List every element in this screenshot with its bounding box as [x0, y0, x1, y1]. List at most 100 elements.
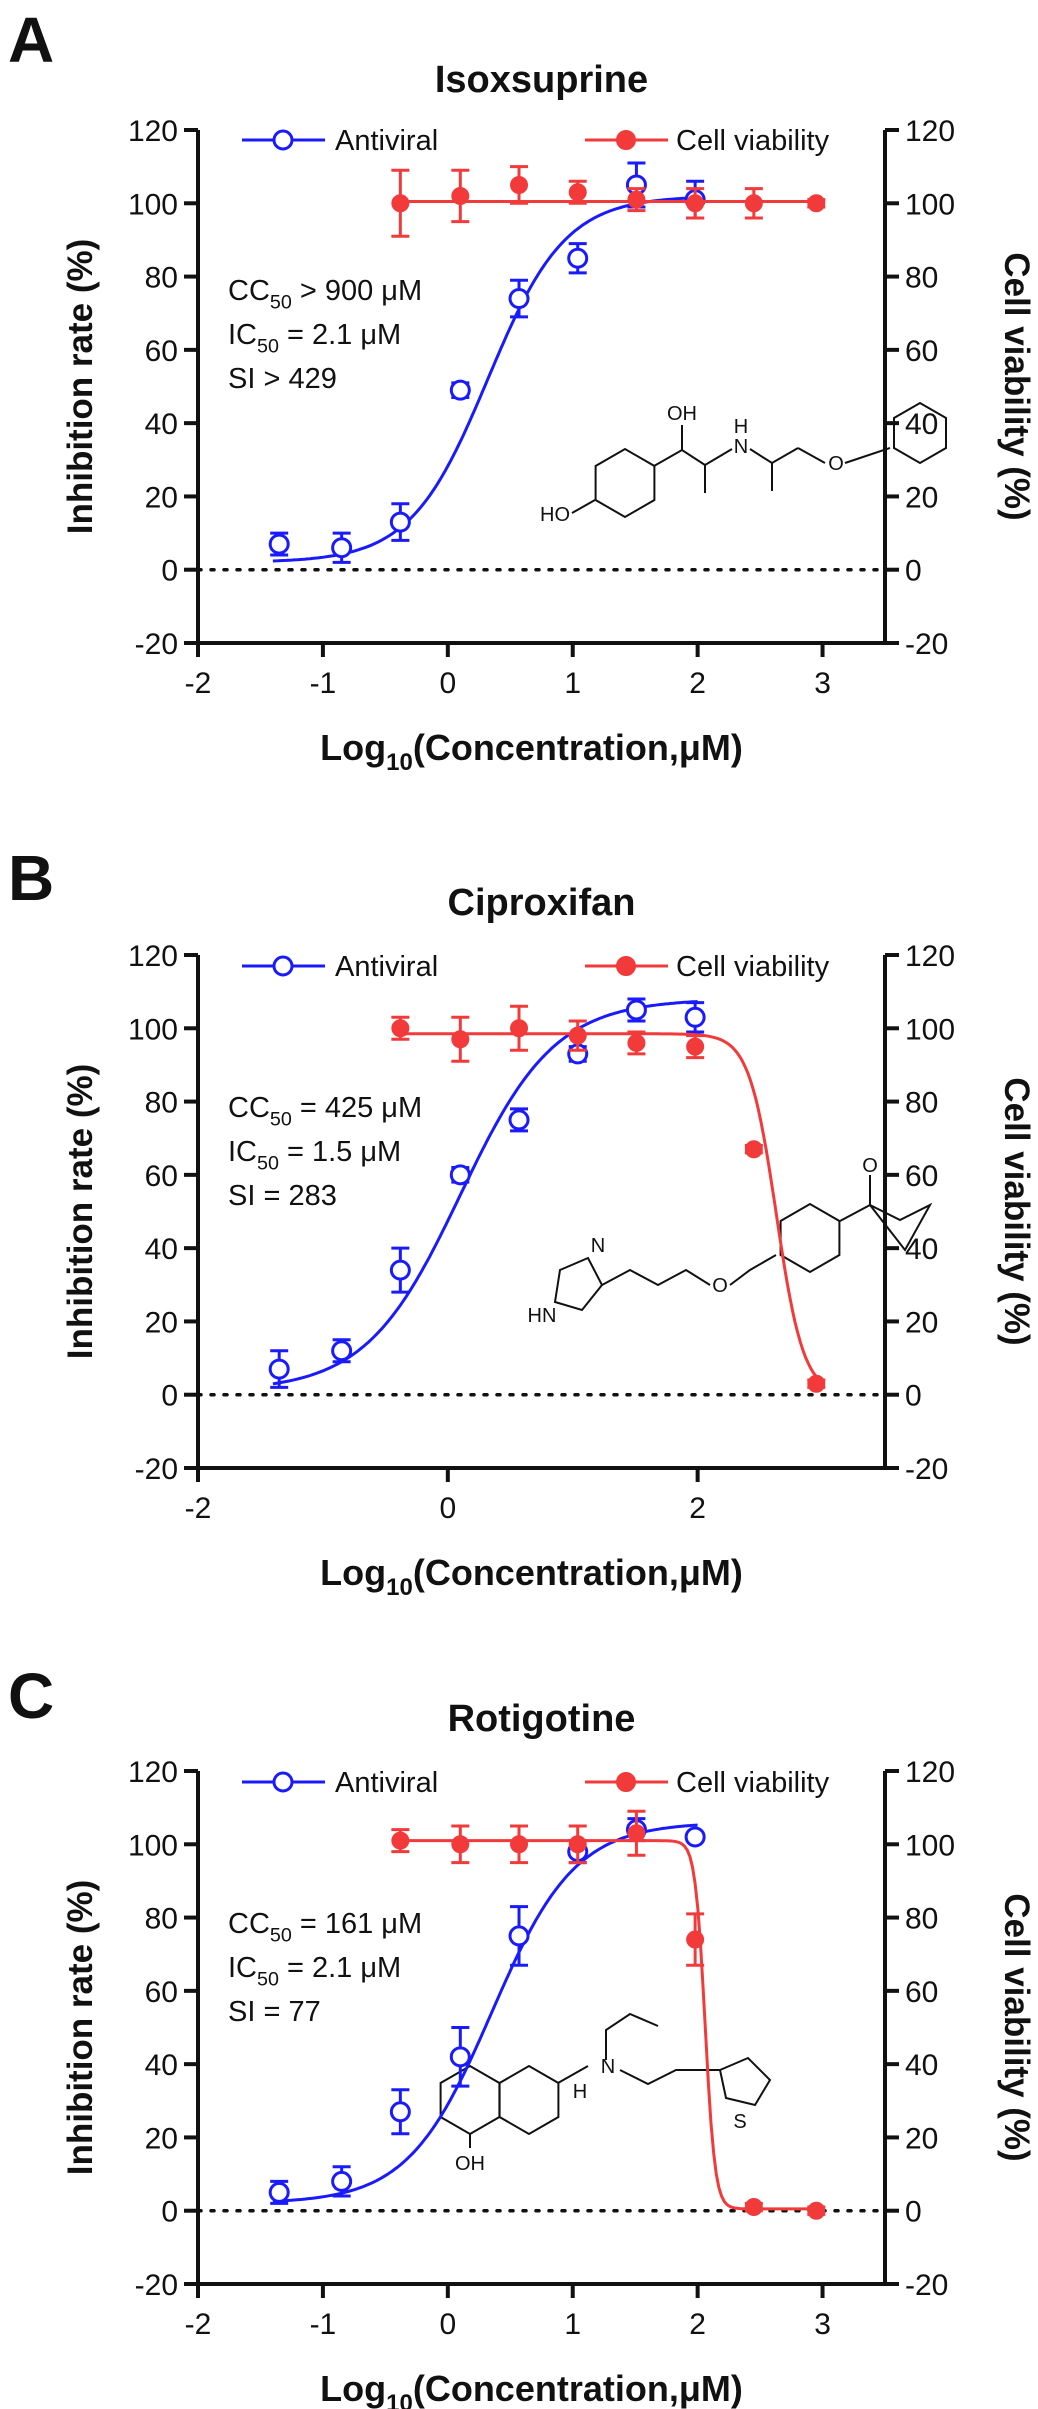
stat-line-2-value: = 1.5 μM	[279, 1136, 401, 1168]
data-point-viability	[451, 1030, 470, 1049]
y-tick-label-right: 20	[905, 2122, 938, 2155]
stat-line-2-value: = 2.1 μM	[279, 1952, 401, 1984]
y-tick-label-right: 60	[905, 335, 938, 368]
data-point-antiviral	[449, 2046, 471, 2068]
x-title-log: Log	[320, 727, 386, 768]
y-tick-label-left: -20	[135, 2269, 178, 2302]
data-point-antiviral	[268, 1358, 290, 1380]
x-title-log: Log	[320, 1552, 386, 1593]
structure-bonds	[601, 1175, 933, 1287]
data-point-antiviral	[331, 2170, 353, 2192]
y-axis-title-left: Inhibition rate (%)	[61, 1064, 100, 1360]
y-tick-label-right: -20	[905, 1453, 948, 1486]
data-point-viability	[744, 1140, 763, 1159]
y-tick-label-left: 0	[161, 2196, 178, 2229]
y-tick-label-right: 0	[905, 555, 922, 588]
structure-label-oh: OH	[667, 403, 697, 425]
y-tick-label-right: 80	[905, 1087, 938, 1120]
y-axis-title-left: Inhibition rate (%)	[61, 239, 100, 535]
stat-line-1-value: > 900 μM	[292, 275, 422, 307]
stat-line-2-main: IC	[228, 319, 257, 351]
structure-bonds	[571, 425, 891, 514]
y-tick-label-right: 100	[905, 1829, 955, 1862]
y-tick-label-right: 120	[905, 1756, 955, 1789]
saturated-ring-shape	[498, 2064, 560, 2136]
y-tick-label-right: 60	[905, 1160, 938, 1193]
y-tick-label-right: 0	[905, 2196, 922, 2229]
y-tick-label-left: 100	[128, 188, 178, 221]
stat-line-3: SI > 429	[228, 363, 337, 395]
x-tick-label: 2	[689, 2308, 706, 2341]
x-title-subscript: 10	[386, 749, 413, 776]
x-tick-label: 2	[689, 667, 706, 700]
series-cell-viability	[391, 1004, 826, 1393]
x-tick-label: -1	[310, 667, 337, 700]
y-tick-label-left: 80	[145, 262, 178, 295]
y-tick-label-right: 0	[905, 1380, 922, 1413]
stat-line-2-value: = 2.1 μM	[279, 319, 401, 351]
legend-viability-marker	[616, 956, 636, 976]
stat-line-2-main: IC	[228, 1952, 257, 1984]
chemical-structure: O N HN O	[528, 1155, 933, 1327]
y-tick-label-right: -20	[905, 628, 948, 661]
data-point-viability	[807, 194, 826, 213]
data-point-viability	[510, 1019, 529, 1038]
x-tick-label: 0	[439, 1492, 456, 1525]
y-axis-title-right: Cell viability (%)	[997, 1077, 1036, 1345]
y-tick-label-right: 100	[905, 188, 955, 221]
x-title-log: Log	[320, 2368, 386, 2409]
x-tick-label: 3	[814, 2308, 831, 2341]
data-point-viability	[627, 1824, 646, 1843]
data-point-viability	[686, 1930, 705, 1949]
x-tick-label: 1	[564, 667, 581, 700]
structure-label-n: N	[734, 436, 748, 458]
fit-curve	[272, 1823, 698, 2203]
data-point-antiviral	[625, 999, 647, 1021]
data-point-viability	[451, 1835, 470, 1854]
data-point-antiviral	[331, 1340, 353, 1362]
y-tick-label-right: 40	[905, 1233, 938, 1266]
y-tick-label-right: 40	[905, 408, 938, 441]
x-tick-label: -2	[185, 2308, 212, 2341]
data-point-antiviral	[508, 1925, 530, 1947]
series-cell-viability	[391, 1809, 826, 2220]
stat-line-2: IC50 = 2.1 μM	[228, 1952, 401, 1991]
y-tick-label-left: 60	[145, 335, 178, 368]
stat-line-3-main: SI = 77	[228, 1996, 321, 2028]
x-title-units: (Concentration,μM)	[413, 2368, 743, 2409]
legend-antiviral-label: Antiviral	[335, 125, 438, 157]
x-tick-label: -1	[310, 2308, 337, 2341]
data-point-viability	[627, 1033, 646, 1052]
stat-line-2-subscript: 50	[257, 1969, 279, 1991]
y-tick-label-left: 80	[145, 1903, 178, 1936]
y-tick-label-left: -20	[135, 1453, 178, 1486]
legend-antiviral-marker	[272, 955, 294, 977]
y-tick-label-right: 40	[905, 2049, 938, 2082]
data-point-antiviral	[389, 1259, 411, 1281]
stat-line-1: CC50 > 900 μM	[228, 275, 422, 314]
y-tick-label-left: 20	[145, 481, 178, 514]
data-point-antiviral	[449, 1164, 471, 1186]
y-tick-label-left: 120	[128, 940, 178, 973]
data-point-antiviral	[268, 533, 290, 555]
x-axis-title: Log10(Concentration,μM)	[320, 727, 743, 776]
y-tick-label-right: 80	[905, 262, 938, 295]
data-point-viability	[807, 1374, 826, 1393]
legend-antiviral-label: Antiviral	[335, 951, 438, 983]
x-axis-title: Log10(Concentration,μM)	[320, 1552, 743, 1601]
legend-viability-label: Cell viability	[676, 125, 830, 157]
x-tick-label: -2	[185, 667, 212, 700]
stat-line-1-subscript: 50	[270, 1925, 292, 1947]
stat-line-1: CC50 = 425 μM	[228, 1092, 422, 1131]
y-axis-title-left: Inhibition rate (%)	[61, 1880, 100, 2176]
imidazole-ring-shape	[553, 1256, 604, 1312]
legend-viability-marker	[616, 130, 636, 150]
structure-label-o-ether: O	[712, 1275, 728, 1297]
data-point-viability	[807, 2201, 826, 2220]
series-antiviral	[268, 997, 706, 1389]
x-title-subscript: 10	[386, 2390, 413, 2409]
data-point-antiviral	[268, 2181, 290, 2203]
